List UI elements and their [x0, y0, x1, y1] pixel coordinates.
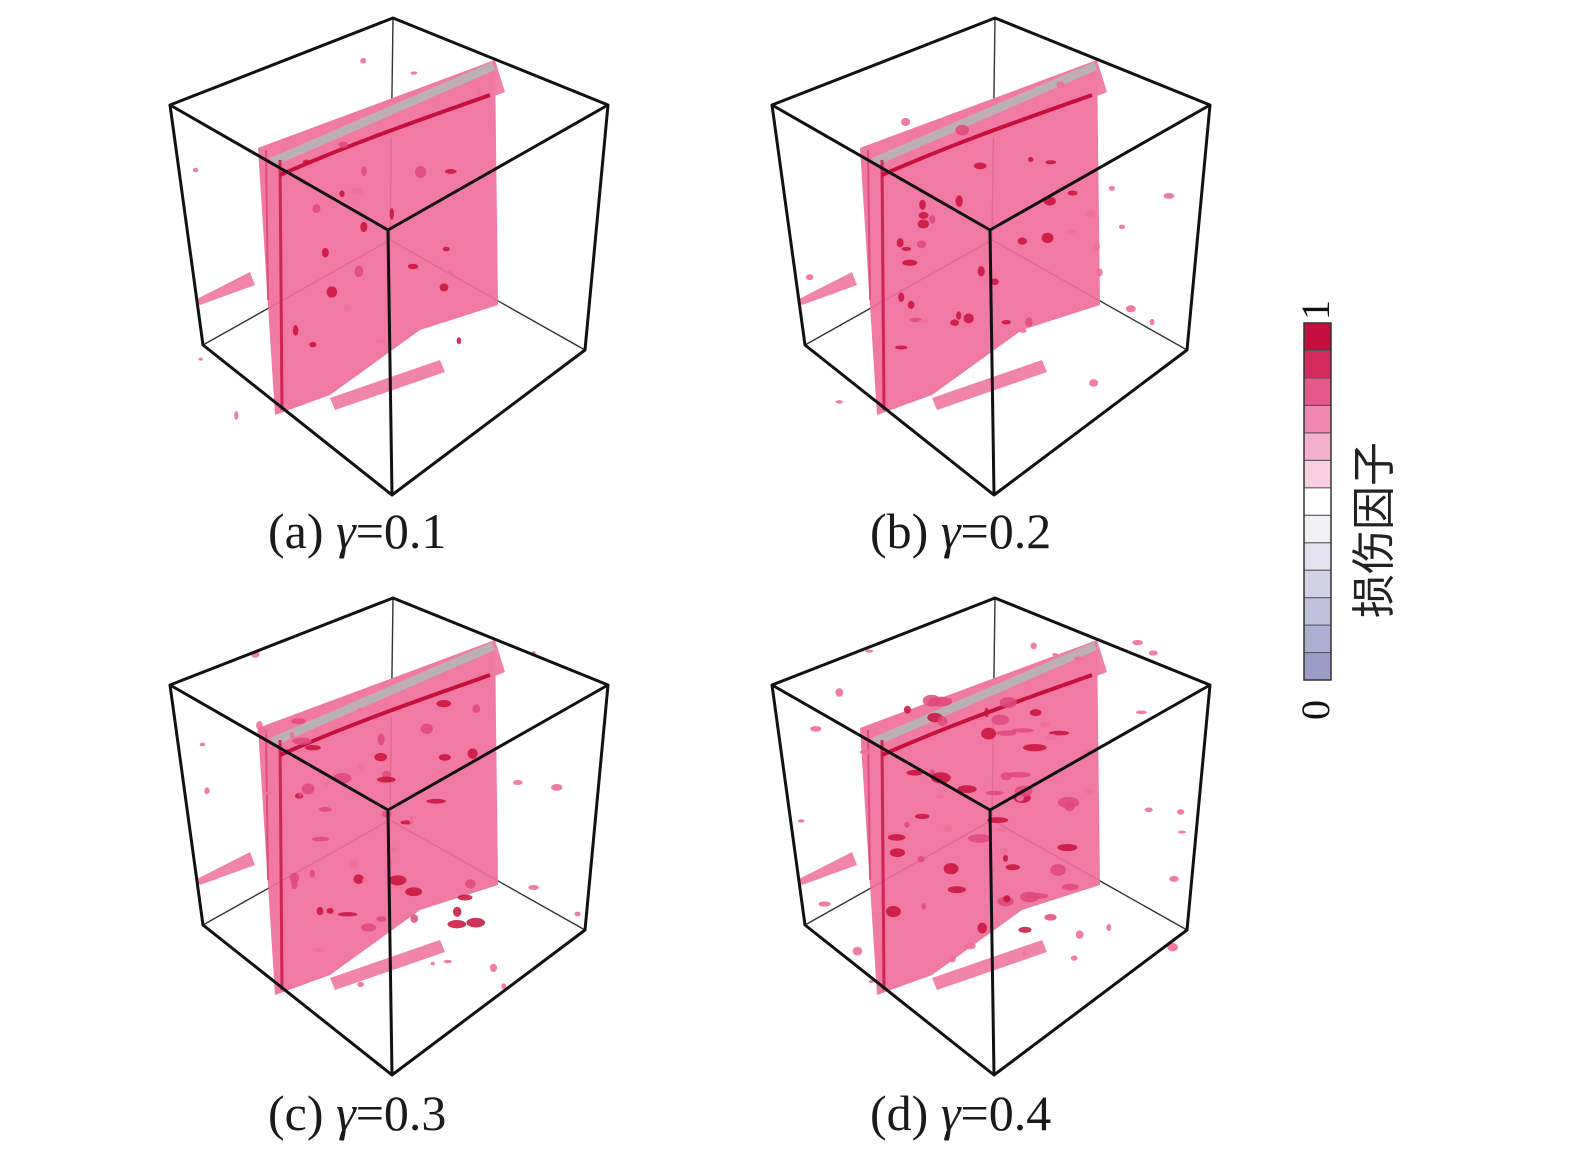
colorbar-segment	[1303, 597, 1332, 626]
colorbar-segment	[1303, 432, 1332, 461]
cube-edges	[770, 596, 1212, 1077]
colorbar-min-label: 0	[1293, 700, 1338, 720]
colorbar-segment	[1303, 542, 1332, 571]
colorbar-frame	[1303, 322, 1332, 681]
damage-zone	[192, 57, 505, 420]
caption-a: (a) γ=0.1	[268, 503, 447, 559]
damage-zone	[797, 639, 1186, 995]
colorbar	[1303, 322, 1332, 681]
colorbar-segment	[1303, 487, 1332, 516]
cube-edges	[168, 596, 610, 1077]
colorbar-max-label: 1	[1293, 300, 1338, 320]
colorbar-segment	[1303, 514, 1332, 544]
colorbar-segment	[1303, 624, 1332, 654]
colorbar-segment	[1303, 652, 1332, 681]
colorbar-segment	[1303, 322, 1332, 351]
cube-edges	[168, 16, 610, 497]
cube-panel-d	[770, 596, 1212, 1077]
colorbar-title: 损伤因子	[1349, 442, 1400, 618]
cube-edges	[770, 16, 1212, 497]
caption-d: (d) γ=0.4	[870, 1085, 1052, 1141]
cube-panel-b	[770, 16, 1212, 497]
colorbar-segment	[1303, 404, 1332, 434]
cube-panel-a	[168, 16, 610, 497]
cube-panel-c	[168, 596, 610, 1077]
caption-b: (b) γ=0.2	[870, 503, 1052, 559]
colorbar-segment	[1303, 377, 1332, 406]
panels-layer	[168, 16, 1212, 1077]
colorbar-segment	[1303, 569, 1332, 599]
colorbar-segment	[1303, 349, 1332, 379]
caption-c: (c) γ=0.3	[268, 1085, 447, 1141]
colorbar-segment	[1303, 459, 1332, 489]
damage-zone	[797, 60, 1175, 415]
